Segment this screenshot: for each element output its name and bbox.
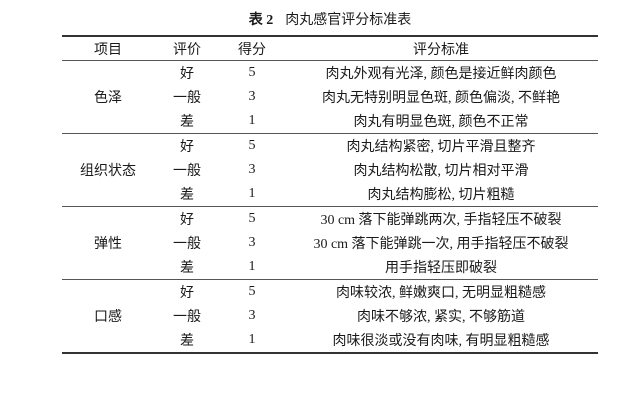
- rating-cell: 差: [180, 261, 194, 276]
- criteria-cell: 肉丸结构松散, 切片相对平滑: [353, 164, 529, 179]
- header-row: 项目 评价 得分 评分标准: [62, 37, 598, 60]
- rating-cell: 差: [180, 188, 194, 203]
- header-criteria: 评分标准: [413, 42, 469, 58]
- table-row: 一般 3 肉丸结构松散, 切片相对平滑: [154, 158, 598, 182]
- table-row: 差 1 肉丸有明显色斑, 颜色不正常: [154, 109, 598, 133]
- score-cell: 3: [248, 89, 256, 104]
- rating-cell: 好: [180, 140, 194, 155]
- table-row: 好 5 肉丸外观有光泽, 颜色是接近鲜肉颜色: [154, 61, 598, 85]
- table-caption: 表 2 肉丸感官评分标准表: [62, 9, 598, 29]
- group-name: 色泽: [94, 91, 122, 106]
- criteria-cell: 肉味不够浓, 紧实, 不够筋道: [357, 310, 525, 325]
- rating-cell: 好: [180, 213, 194, 228]
- table-row: 好 5 30 cm 落下能弹跳两次, 手指轻压不破裂: [154, 207, 598, 231]
- criteria-cell: 肉丸无特别明显色斑, 颜色偏淡, 不鲜艳: [322, 91, 560, 106]
- table-row: 一般 3 肉丸无特别明显色斑, 颜色偏淡, 不鲜艳: [154, 85, 598, 109]
- table-row: 好 5 肉味较浓, 鲜嫩爽口, 无明显粗糙感: [154, 280, 598, 304]
- score-cell: 1: [248, 113, 256, 128]
- score-cell: 5: [248, 284, 256, 299]
- header-rule: [62, 60, 598, 61]
- table-group: 组织状态 好 5 肉丸结构紧密, 切片平滑且整齐一般 3 肉丸结构松散, 切片相对平滑差 1…: [62, 134, 598, 206]
- table-row: 差 1 肉丸结构膨松, 切片粗糙: [154, 182, 598, 206]
- score-cell: 3: [248, 308, 256, 323]
- rating-cell: 好: [180, 286, 194, 301]
- score-cell: 3: [248, 162, 256, 177]
- score-cell: 3: [248, 235, 256, 250]
- score-cell: 5: [248, 138, 256, 153]
- rating-cell: 一般: [173, 237, 201, 252]
- score-cell: 1: [248, 259, 256, 274]
- rating-cell: 差: [180, 334, 194, 349]
- score-cell: 1: [248, 186, 256, 201]
- table-row: 一般 3 肉味不够浓, 紧实, 不够筋道: [154, 304, 598, 328]
- header-rating: 评价: [173, 42, 201, 58]
- group-rule: [62, 206, 598, 207]
- criteria-cell: 用手指轻压即破裂: [385, 261, 497, 276]
- rating-cell: 差: [180, 115, 194, 130]
- group-rule: [62, 279, 598, 280]
- header-score: 得分: [238, 42, 266, 58]
- group-name: 组织状态: [80, 164, 136, 179]
- rating-cell: 好: [180, 67, 194, 82]
- table-title: 肉丸感官评分标准表: [285, 13, 412, 28]
- table-row: 差 1 用手指轻压即破裂: [154, 255, 598, 279]
- table-group: 弹性 好 5 30 cm 落下能弹跳两次, 手指轻压不破裂一般 3 30 cm 落下能弹跳…: [62, 207, 598, 279]
- table-row: 一般 3 30 cm 落下能弹跳一次, 用手指轻压不破裂: [154, 231, 598, 255]
- score-cell: 1: [248, 332, 256, 347]
- header-item: 项目: [94, 42, 122, 58]
- top-rule: [62, 35, 598, 37]
- criteria-cell: 30 cm 落下能弹跳两次, 手指轻压不破裂: [320, 213, 562, 228]
- criteria-cell: 30 cm 落下能弹跳一次, 用手指轻压不破裂: [313, 237, 569, 252]
- rating-cell: 一般: [173, 310, 201, 325]
- rating-cell: 一般: [173, 164, 201, 179]
- table-group: 色泽 好 5 肉丸外观有光泽, 颜色是接近鲜肉颜色一般 3 肉丸无特别明显色斑, 颜色偏淡…: [62, 61, 598, 133]
- score-cell: 5: [248, 211, 256, 226]
- criteria-cell: 肉丸结构紧密, 切片平滑且整齐: [346, 140, 536, 155]
- group-name: 口感: [94, 310, 122, 325]
- table-number: 表 2: [248, 13, 274, 28]
- criteria-cell: 肉丸结构膨松, 切片粗糙: [367, 188, 515, 203]
- table-row: 差 1 肉味很淡或没有肉味, 有明显粗糙感: [154, 328, 598, 352]
- bottom-rule: [62, 352, 598, 354]
- criteria-cell: 肉味较浓, 鲜嫩爽口, 无明显粗糙感: [336, 286, 546, 301]
- rating-cell: 一般: [173, 91, 201, 106]
- scoring-table: 项目 评价 得分 评分标准 色泽好 5 肉丸外观有光泽, 颜色是接近鲜肉颜色 一般 3 肉…: [62, 35, 598, 354]
- criteria-cell: 肉味很淡或没有肉味, 有明显粗糙感: [332, 334, 550, 349]
- group-rule: [62, 133, 598, 134]
- group-name: 弹性: [94, 237, 122, 252]
- score-cell: 5: [248, 65, 256, 80]
- table-group: 口感 好 5 肉味较浓, 鲜嫩爽口, 无明显粗糙感一般 3 肉味不够浓, 紧实, 不够筋道…: [62, 280, 598, 352]
- criteria-cell: 肉丸有明显色斑, 颜色不正常: [353, 115, 529, 130]
- criteria-cell: 肉丸外观有光泽, 颜色是接近鲜肉颜色: [325, 67, 557, 82]
- table-row: 好 5 肉丸结构紧密, 切片平滑且整齐: [154, 134, 598, 158]
